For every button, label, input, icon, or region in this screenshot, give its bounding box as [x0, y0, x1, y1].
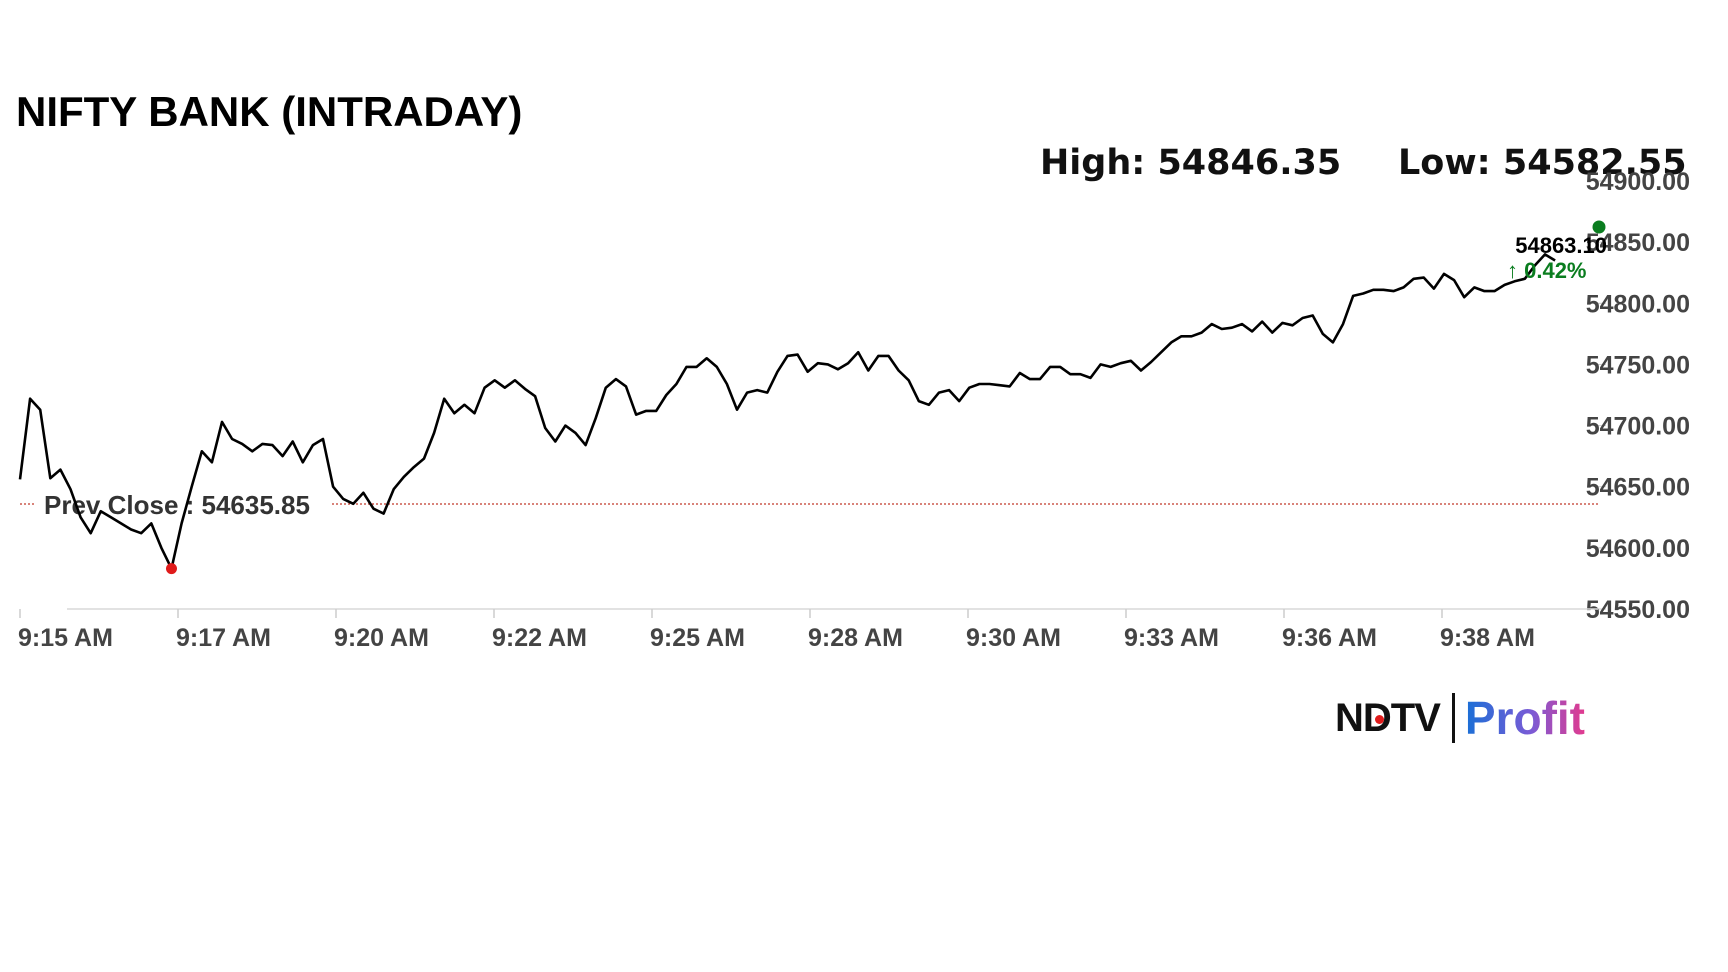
chart-title: NIFTY BANK (INTRADAY): [16, 88, 523, 135]
x-tick-label: 9:15 AM: [18, 624, 113, 652]
low-marker: [165, 563, 177, 575]
x-tick-label: 9:17 AM: [176, 624, 271, 652]
price-line: [18, 253, 1556, 570]
y-tick-label: 54750.00: [1586, 351, 1690, 379]
x-tick-label: 9:25 AM: [650, 624, 745, 652]
logo-separator: [1451, 693, 1455, 743]
y-tick-label: 54900.00: [1586, 168, 1690, 196]
logo-profit: Profit: [1464, 692, 1585, 744]
x-tick-label: 9:28 AM: [808, 624, 903, 652]
last-price-marker: [1592, 220, 1606, 234]
logo-ndtv: NDTV: [1335, 695, 1441, 740]
y-tick-label: 54600.00: [1586, 535, 1690, 563]
y-tick-label: 54850.00: [1586, 229, 1690, 257]
y-axis: 54550.00 54600.00 54650.00 54700.00 54750.00…: [1586, 168, 1690, 624]
y-tick-label: 54650.00: [1586, 474, 1690, 502]
prev-close-label: Prev Close : 54635.85: [44, 490, 310, 520]
y-tick-label: 54800.00: [1586, 290, 1690, 318]
x-axis: 9:15 AM 9:17 AM 9:20 AM 9:22 AM 9:25 AM 9:28 …: [18, 608, 1598, 652]
y-tick-label: 54700.00: [1586, 413, 1690, 441]
x-tick-label: 9:30 AM: [966, 624, 1061, 652]
ndtv-profit-logo: NDTV Profit: [1335, 692, 1585, 744]
x-tick-label: 9:33 AM: [1124, 624, 1219, 652]
last-price-change: ↑ 0.42%: [1507, 258, 1587, 283]
low-value: Low: 54582.55: [1398, 143, 1687, 183]
x-tick-label: 9:22 AM: [492, 624, 587, 652]
last-price-value: 54863.10: [1515, 233, 1607, 258]
y-tick-label: 54550.00: [1586, 596, 1690, 624]
x-tick-label: 9:38 AM: [1440, 624, 1535, 652]
high-value: High: 54846.35: [1040, 143, 1342, 183]
x-tick-label: 9:36 AM: [1282, 624, 1377, 652]
x-tick-label: 9:20 AM: [334, 624, 429, 652]
